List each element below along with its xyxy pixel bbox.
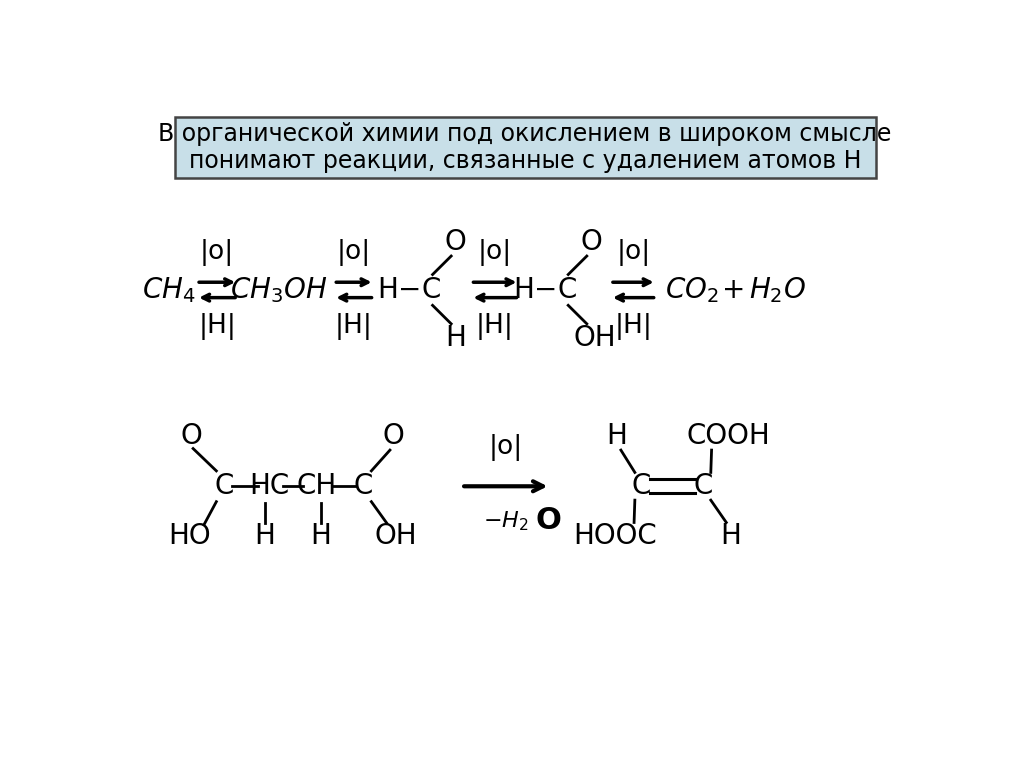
Text: |o|: |o|	[488, 434, 523, 461]
Text: COOH: COOH	[687, 422, 770, 450]
Text: CH: CH	[297, 472, 337, 500]
Text: |H|: |H|	[335, 314, 373, 341]
Text: |o|: |o|	[478, 239, 512, 266]
Bar	[174, 117, 876, 178]
Text: HOOC: HOOC	[572, 522, 656, 551]
Text: $- H_2$: $- H_2$	[483, 509, 528, 533]
Text: H$-$C: H$-$C	[513, 276, 577, 304]
Text: C: C	[214, 472, 233, 500]
Text: $CO_2$: $CO_2$	[666, 275, 719, 304]
Text: |H|: |H|	[476, 314, 514, 341]
Text: $CH_3OH$: $CH_3OH$	[230, 275, 328, 304]
Text: C: C	[693, 472, 713, 500]
Text: H: H	[606, 422, 627, 450]
Text: O: O	[382, 422, 403, 450]
Text: C: C	[354, 472, 374, 500]
Text: |H|: |H|	[614, 314, 652, 341]
Text: O: O	[536, 506, 561, 535]
Text: HO: HO	[169, 522, 211, 551]
Text: O: O	[581, 229, 602, 256]
Text: |o|: |o|	[337, 239, 371, 266]
Text: O: O	[180, 422, 203, 450]
Text: C: C	[632, 472, 650, 500]
Text: H: H	[310, 522, 332, 551]
Text: H: H	[255, 522, 275, 551]
Text: $CH_4$: $CH_4$	[141, 275, 196, 304]
Text: В органической химии под окислением в широком смысле
понимают реакции, связанные: В органической химии под окислением в ши…	[158, 122, 892, 173]
Text: |o|: |o|	[616, 239, 650, 266]
Text: OH: OH	[375, 522, 418, 551]
Text: H: H	[721, 522, 741, 551]
Text: $H_2O$: $H_2O$	[750, 275, 806, 304]
Text: |H|: |H|	[199, 314, 237, 341]
Text: O: O	[445, 229, 467, 256]
Text: HC: HC	[249, 472, 289, 500]
Text: OH: OH	[573, 324, 615, 352]
Text: +: +	[722, 276, 745, 304]
Text: H$-$C: H$-$C	[378, 276, 441, 304]
Text: |o|: |o|	[200, 239, 234, 266]
Text: H: H	[445, 324, 466, 352]
